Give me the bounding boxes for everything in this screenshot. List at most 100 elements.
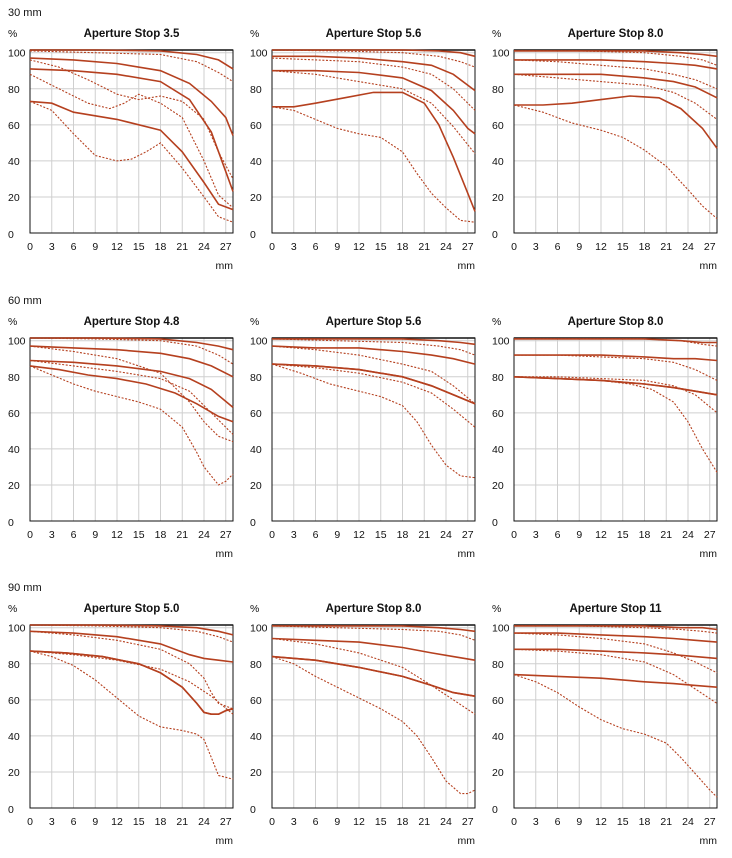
mtf-panel: Aperture Stop 11% mm 0 20 40 60 80 100 0 3 6 9 12 15 1… xyxy=(492,603,718,847)
mtf-panel: Aperture Stop 5.6% mm 0 20 40 60 80 100 0 3 6 9 12 15… xyxy=(250,316,476,560)
x-tick-label: 12 xyxy=(353,529,365,541)
y-tick-label: 40 xyxy=(8,156,20,168)
x-tick-label: 21 xyxy=(176,816,188,828)
x-tick-label: 15 xyxy=(133,241,145,253)
y-tick-label: 40 xyxy=(250,444,262,456)
y-tick-label: 0 xyxy=(250,517,256,529)
x-tick-label: 12 xyxy=(353,241,365,253)
y-tick-label: 20 xyxy=(250,192,262,204)
y-tick-label: 100 xyxy=(492,623,510,635)
y-tick-label: 60 xyxy=(8,695,20,707)
y-tick-label: 0 xyxy=(492,229,498,241)
y-tick-label: 60 xyxy=(492,120,504,132)
mtf-curve-solid xyxy=(272,55,476,92)
y-tick-label: 80 xyxy=(250,84,262,96)
plot-frame xyxy=(271,49,476,234)
x-tick-label: 27 xyxy=(462,816,474,828)
x-tick-label: 18 xyxy=(155,529,167,541)
x-tick-label: 24 xyxy=(440,529,452,541)
y-tick-label: 40 xyxy=(492,731,504,743)
x-tick-label: 27 xyxy=(704,529,716,541)
y-tick-label: 100 xyxy=(492,48,510,60)
panel-title: Aperture Stop 8.0 xyxy=(326,603,422,615)
x-tick-label: 6 xyxy=(71,816,77,828)
mtf-curve-dotted xyxy=(513,59,718,90)
mtf-curve-solid xyxy=(514,648,718,660)
grid xyxy=(30,50,233,233)
x-unit-label: mm xyxy=(700,835,718,847)
mtf-curve-solid xyxy=(271,363,476,405)
x-tick-label: 15 xyxy=(617,529,629,541)
mtf-curve-solid xyxy=(272,49,476,58)
x-tick-label: 15 xyxy=(375,529,387,541)
y-tick-label: 100 xyxy=(250,336,268,348)
mtf-panel: Aperture Stop 8.0% mm 0 20 40 60 80 100 0 3 6 9 12 15… xyxy=(492,28,718,272)
y-unit-label: % xyxy=(8,316,17,328)
y-tick-label: 60 xyxy=(250,408,262,420)
x-tick-label: 27 xyxy=(462,529,474,541)
x-tick-label: 27 xyxy=(220,241,232,253)
x-tick-label: 12 xyxy=(111,241,123,253)
y-tick-label: 80 xyxy=(492,84,504,96)
x-tick-label: 24 xyxy=(682,241,694,253)
x-tick-label: 12 xyxy=(595,241,607,253)
x-tick-label: 3 xyxy=(291,816,297,828)
mtf-curve-solid xyxy=(271,345,476,365)
x-tick-label: 27 xyxy=(220,529,232,541)
x-tick-label: 9 xyxy=(92,241,98,253)
focal-length-label: 60 mm xyxy=(8,295,42,307)
mtf-curve-dotted xyxy=(513,632,718,674)
y-tick-label: 100 xyxy=(8,623,26,635)
x-tick-label: 9 xyxy=(334,816,340,828)
y-unit-label: % xyxy=(492,28,501,40)
x-unit-label: mm xyxy=(216,260,234,272)
x-tick-label: 24 xyxy=(440,241,452,253)
x-unit-label: mm xyxy=(216,835,234,847)
y-tick-label: 60 xyxy=(8,408,20,420)
y-tick-label: 0 xyxy=(250,804,256,816)
x-tick-label: 3 xyxy=(49,241,55,253)
mtf-curve-dotted xyxy=(513,674,718,798)
mtf-curve-solid xyxy=(29,68,234,192)
mtf-curve-dotted xyxy=(29,359,234,435)
plot-frame xyxy=(271,624,476,809)
plot-frame xyxy=(29,337,234,522)
x-tick-label: 24 xyxy=(682,816,694,828)
mtf-curve-dotted xyxy=(29,624,234,643)
mtf-curve-dotted xyxy=(513,648,718,704)
mtf-panel: Aperture Stop 5.6% mm 0 20 40 60 80 100 0 3 6 9 12 15… xyxy=(250,28,476,272)
y-tick-label: 0 xyxy=(492,517,498,529)
mtf-curve-dotted xyxy=(271,106,476,223)
x-unit-label: mm xyxy=(700,548,718,560)
panel-title: Aperture Stop 8.0 xyxy=(568,316,664,328)
x-tick-label: 21 xyxy=(418,816,430,828)
y-tick-label: 20 xyxy=(492,192,504,204)
panel-title: Aperture Stop 4.8 xyxy=(84,316,180,328)
x-tick-label: 21 xyxy=(176,529,188,541)
mtf-curve-dotted xyxy=(271,57,476,111)
x-tick-label: 27 xyxy=(462,241,474,253)
x-tick-label: 0 xyxy=(511,241,517,253)
mtf-curve-dotted xyxy=(514,625,718,634)
x-tick-label: 12 xyxy=(353,816,365,828)
x-tick-label: 18 xyxy=(397,816,409,828)
y-tick-label: 20 xyxy=(492,767,504,779)
mtf-curve-dotted xyxy=(271,345,476,405)
y-tick-label: 80 xyxy=(8,659,20,671)
mtf-curve-dotted xyxy=(29,345,234,443)
mtf-curve-solid xyxy=(272,338,476,346)
y-tick-label: 40 xyxy=(250,731,262,743)
x-tick-label: 3 xyxy=(533,529,539,541)
mtf-curve-solid xyxy=(514,73,718,99)
x-unit-label: mm xyxy=(216,548,234,560)
x-tick-label: 3 xyxy=(533,816,539,828)
mtf-curve-solid xyxy=(29,650,234,715)
y-tick-label: 60 xyxy=(492,408,504,420)
mtf-curve-dotted xyxy=(271,70,476,155)
mtf-curve-dotted xyxy=(514,376,718,414)
mtf-curve-dotted xyxy=(271,338,476,356)
y-tick-label: 100 xyxy=(8,48,26,60)
y-tick-label: 20 xyxy=(8,767,20,779)
x-tick-label: 21 xyxy=(418,241,430,253)
y-tick-label: 80 xyxy=(8,84,20,96)
